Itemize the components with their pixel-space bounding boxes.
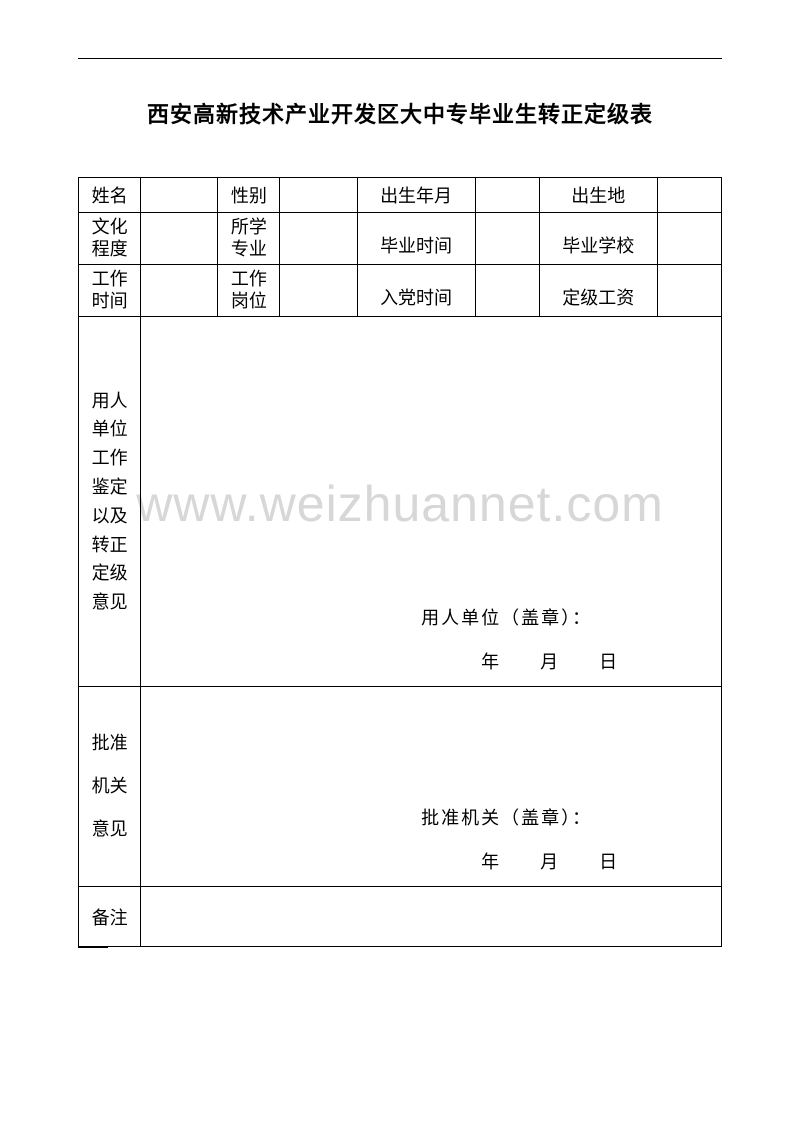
label-work-time: 工作时间: [79, 265, 141, 317]
value-grad-school: [657, 213, 721, 265]
label-approval-opinion: 批准 机关 意见: [79, 687, 141, 887]
table-row: 姓名 性别 出生年月 出生地: [79, 178, 722, 213]
value-salary: [657, 265, 721, 317]
table-row: 备注: [79, 887, 722, 947]
label-party-date: 入党时间: [357, 265, 475, 317]
employer-stamp-label: 用人单位（盖章）：: [421, 604, 721, 630]
form-title: 西安高新技术产业开发区大中专毕业生转正定级表: [78, 97, 722, 129]
value-major: [280, 213, 357, 265]
value-grad-date: [475, 213, 539, 265]
label-grad-date: 毕业时间: [357, 213, 475, 265]
label-employer-opinion: 用人 单位 工作 鉴定 以及 转正 定级 意见: [79, 317, 141, 687]
table-row: 文化程度 所学专业 毕业时间 毕业学校: [79, 213, 722, 265]
label-salary: 定级工资: [539, 265, 657, 317]
value-party-date: [475, 265, 539, 317]
employer-opinion-area: 用人单位（盖章）： 年 月 日: [141, 317, 722, 687]
label-remark: 备注: [79, 887, 141, 947]
label-gender: 性别: [218, 178, 280, 213]
approval-opinion-area: 批准机关（盖章）： 年 月 日: [141, 687, 722, 887]
value-education: [141, 213, 218, 265]
value-birth-place: [657, 178, 721, 213]
label-education: 文化程度: [79, 213, 141, 265]
form-table: 姓名 性别 出生年月 出生地 文化程度 所学专业 毕业时间 毕业学校 工作时间 …: [78, 177, 722, 947]
label-major: 所学专业: [218, 213, 280, 265]
table-row: 用人 单位 工作 鉴定 以及 转正 定级 意见 用人单位（盖章）： 年 月 日: [79, 317, 722, 687]
label-name: 姓名: [79, 178, 141, 213]
table-row: 批准 机关 意见 批准机关（盖章）： 年 月 日: [79, 687, 722, 887]
approval-stamp-label: 批准机关（盖章）：: [421, 804, 721, 830]
approval-date: 年 月 日: [421, 848, 721, 874]
remark-area: [141, 887, 722, 947]
bottom-short-line: [78, 947, 108, 948]
value-work-time: [141, 265, 218, 317]
label-birth-place: 出生地: [539, 178, 657, 213]
value-name: [141, 178, 218, 213]
label-position: 工作岗位: [218, 265, 280, 317]
employer-date: 年 月 日: [421, 648, 721, 674]
value-position: [280, 265, 357, 317]
table-row: 工作时间 工作岗位 入党时间 定级工资: [79, 265, 722, 317]
value-gender: [280, 178, 357, 213]
value-birth-date: [475, 178, 539, 213]
top-divider: [78, 58, 722, 59]
label-grad-school: 毕业学校: [539, 213, 657, 265]
label-birth-date: 出生年月: [357, 178, 475, 213]
